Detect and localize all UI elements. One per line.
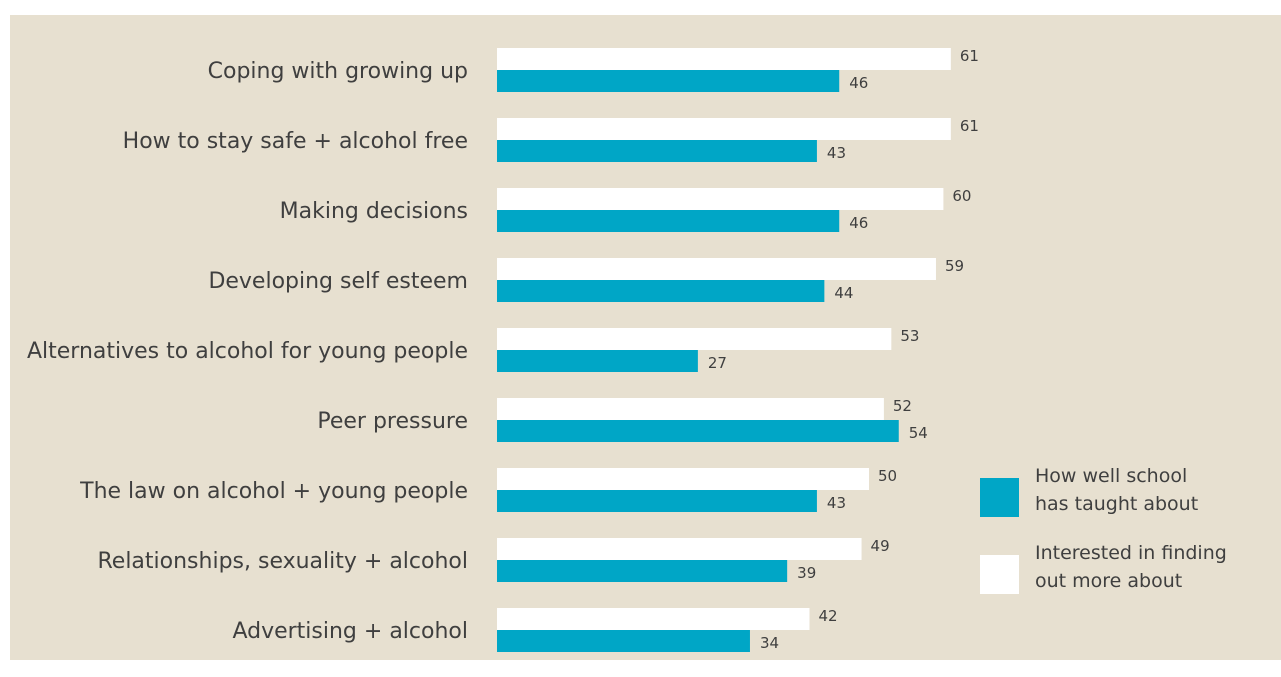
- bar-interested: [497, 48, 951, 70]
- bar-school: [497, 630, 750, 652]
- bar-interested: [497, 468, 869, 490]
- bar-school: [497, 560, 788, 582]
- bar-interested: [497, 188, 944, 210]
- bar-interested: [497, 118, 951, 140]
- legend-swatch: [980, 478, 1019, 517]
- category-labels: Coping with growing up How to stay safe +…: [27, 59, 468, 644]
- bar-interested: [497, 258, 936, 280]
- legend-label: has taught about: [1035, 493, 1198, 515]
- category-label: Making decisions: [280, 199, 468, 224]
- value-label-interested: 61: [960, 47, 979, 65]
- value-label-school: 39: [797, 564, 816, 582]
- bar-school: [497, 140, 817, 162]
- value-label-school: 44: [834, 284, 853, 302]
- category-label: Relationships, sexuality + alcohol: [97, 549, 468, 574]
- legend-swatch: [980, 555, 1019, 594]
- value-label-interested: 59: [945, 257, 964, 275]
- value-label-interested: 50: [878, 467, 897, 485]
- chart-panel: Coping with growing up How to stay safe +…: [10, 15, 1281, 660]
- legend: How well school has taught about Intereste…: [980, 465, 1227, 594]
- value-label-school: 34: [760, 634, 779, 652]
- value-labels: 61 46 61 43 60 46 59 44 53 27 52 54 50 43 49 39 42 34: [708, 47, 979, 652]
- category-label: Coping with growing up: [208, 59, 468, 84]
- category-label: How to stay safe + alcohol free: [123, 129, 468, 154]
- value-label-interested: 52: [893, 397, 912, 415]
- bar-school: [497, 210, 840, 232]
- value-label-interested: 42: [818, 607, 837, 625]
- value-label-interested: 49: [871, 537, 890, 555]
- value-label-school: 43: [827, 144, 846, 162]
- bar-interested: [497, 328, 892, 350]
- value-label-school: 46: [849, 74, 868, 92]
- value-label-school: 54: [909, 424, 928, 442]
- category-label: Peer pressure: [317, 409, 468, 434]
- value-label-school: 43: [827, 494, 846, 512]
- value-label-interested: 53: [900, 327, 919, 345]
- bar-school: [497, 280, 825, 302]
- bar-interested: [497, 398, 884, 420]
- value-label-school: 27: [708, 354, 727, 372]
- category-label: Alternatives to alcohol for young people: [27, 339, 468, 364]
- value-label-interested: 61: [960, 117, 979, 135]
- legend-label: How well school: [1035, 465, 1187, 487]
- bar-school: [497, 350, 698, 372]
- category-label: Developing self esteem: [208, 269, 468, 294]
- value-label-school: 46: [849, 214, 868, 232]
- bar-school: [497, 490, 817, 512]
- category-label: Advertising + alcohol: [232, 619, 468, 644]
- bar-chart: Coping with growing up How to stay safe +…: [27, 47, 1227, 652]
- category-label: The law on alcohol + young people: [79, 479, 468, 504]
- bar-interested: [497, 608, 810, 630]
- legend-label: out more about: [1035, 570, 1182, 592]
- bar-school: [497, 70, 840, 92]
- bar-school: [497, 420, 899, 442]
- value-label-interested: 60: [952, 187, 971, 205]
- bar-interested: [497, 538, 862, 560]
- legend-label: Interested in finding: [1035, 542, 1227, 564]
- bars: [497, 48, 951, 652]
